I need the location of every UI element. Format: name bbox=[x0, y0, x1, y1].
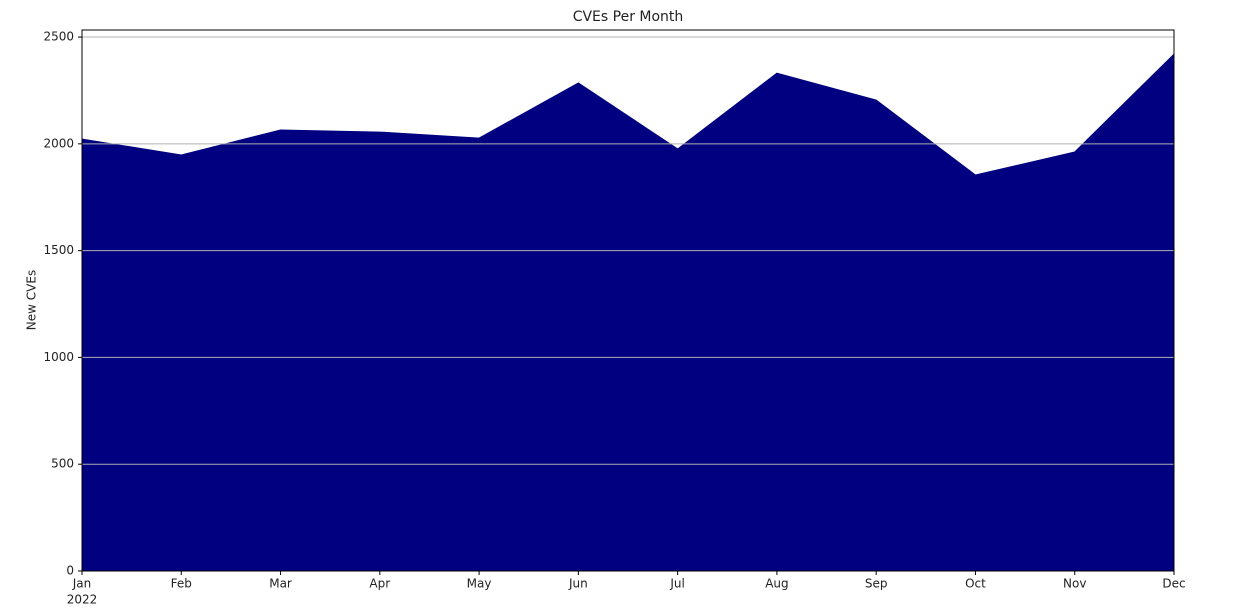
y-tick-label: 2000 bbox=[43, 136, 74, 150]
y-tick-label: 0 bbox=[66, 564, 74, 578]
x-tick-label: May bbox=[467, 577, 492, 591]
x-tick-label: Sep bbox=[865, 577, 888, 591]
x-tick-label: Jan bbox=[72, 577, 92, 591]
x-tick-label: Nov bbox=[1063, 577, 1086, 591]
x-tick-label: Aug bbox=[765, 577, 788, 591]
y-tick-label: 1000 bbox=[43, 350, 74, 364]
x-tick-label: Jun bbox=[568, 577, 588, 591]
y-tick-label: 2500 bbox=[43, 30, 74, 44]
x-tick-label: Feb bbox=[171, 577, 192, 591]
y-tick-label: 500 bbox=[51, 457, 74, 471]
y-axis-label: New CVEs bbox=[25, 270, 39, 330]
x-tick-label: Oct bbox=[965, 577, 986, 591]
area bbox=[81, 52, 1175, 572]
x-tick-label: Dec bbox=[1162, 577, 1185, 591]
x-year-label: 2022 bbox=[67, 593, 98, 607]
plot-frame bbox=[81, 29, 1175, 572]
x-tick-label: Jul bbox=[669, 577, 684, 591]
y-tick-label: 1500 bbox=[43, 243, 74, 257]
chart-title: CVEs Per Month bbox=[573, 9, 684, 25]
x-tick-label: Mar bbox=[269, 577, 292, 591]
x-tick-label: Apr bbox=[369, 577, 390, 591]
